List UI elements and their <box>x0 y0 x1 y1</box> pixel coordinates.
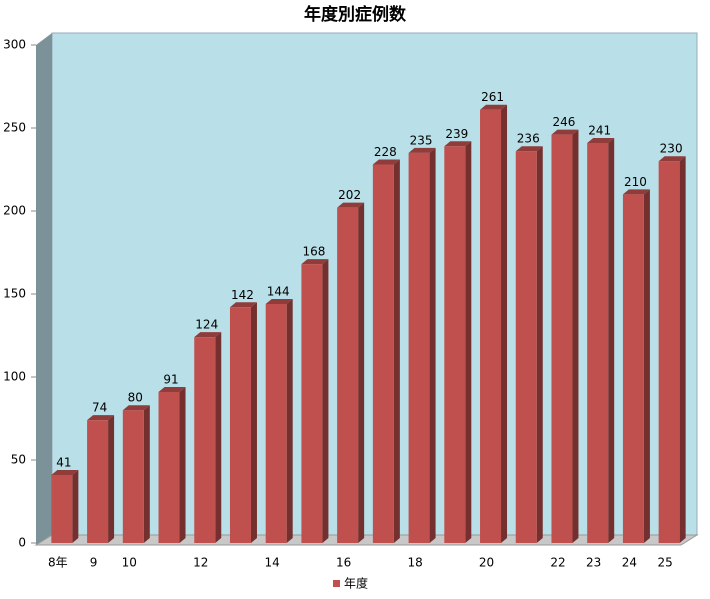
value-label: 124 <box>195 318 218 332</box>
bar <box>301 264 323 543</box>
bar-top <box>122 405 150 411</box>
value-label: 41 <box>56 455 71 469</box>
x-tick-label: 14 <box>265 556 280 570</box>
bar-top <box>265 298 293 304</box>
bar <box>229 307 251 543</box>
bar-side <box>429 147 436 543</box>
bar <box>444 146 466 543</box>
bar <box>158 391 180 543</box>
bar <box>587 142 609 543</box>
y-tick-label: 100 <box>3 370 26 384</box>
bar-top <box>372 159 400 165</box>
bar-top <box>87 415 115 421</box>
legend-swatch <box>333 580 340 587</box>
bar-side <box>179 386 186 543</box>
bar-side <box>286 298 293 543</box>
bar-side <box>608 137 615 543</box>
value-label: 235 <box>410 133 433 147</box>
y-tick-label: 50 <box>11 453 26 467</box>
bar-side <box>465 141 472 543</box>
legend-label: 年度 <box>344 576 368 591</box>
bar-side <box>536 146 543 544</box>
bar <box>622 194 644 543</box>
x-tick-label: 25 <box>657 556 672 570</box>
y-tick-label: 250 <box>3 121 26 135</box>
value-label: 228 <box>374 145 397 159</box>
bar <box>372 164 394 543</box>
bar-side <box>72 469 79 543</box>
bar-side <box>250 302 257 543</box>
bar-side <box>572 129 579 543</box>
value-label: 261 <box>481 90 504 104</box>
value-label: 144 <box>267 284 290 298</box>
value-label: 80 <box>128 391 143 405</box>
bar-side <box>215 332 222 543</box>
value-label: 91 <box>163 372 178 386</box>
x-tick-label: 24 <box>622 556 637 570</box>
bar-side <box>393 159 400 543</box>
chart-title: 年度別症例数 <box>304 4 407 25</box>
value-label: 241 <box>588 123 611 137</box>
bar <box>122 410 144 543</box>
bar-side <box>108 415 115 543</box>
x-tick-label: 10 <box>122 556 137 570</box>
value-label: 236 <box>517 132 540 146</box>
value-label: 239 <box>445 127 468 141</box>
bar-top <box>158 386 186 392</box>
value-label: 74 <box>92 401 107 415</box>
value-label: 142 <box>231 288 254 302</box>
value-label: 202 <box>338 188 361 202</box>
bar-top <box>444 141 472 147</box>
x-tick-label: 9 <box>90 556 98 570</box>
bar <box>480 109 502 544</box>
bar-top <box>194 332 222 338</box>
bar-side <box>143 405 150 543</box>
bar <box>265 303 287 543</box>
x-tick-label: 16 <box>336 556 351 570</box>
bar-top <box>337 202 365 208</box>
bar-top <box>622 189 650 195</box>
value-label: 246 <box>553 115 576 129</box>
bar <box>337 207 359 543</box>
bar <box>515 151 537 544</box>
x-tick-label: 12 <box>193 556 208 570</box>
x-tick-label: 20 <box>479 556 494 570</box>
bar-top <box>587 137 615 143</box>
bar <box>551 134 573 543</box>
bar-top <box>301 259 329 265</box>
bar-top <box>480 104 508 110</box>
bar-side <box>501 104 508 544</box>
y-tick-label: 200 <box>3 204 26 218</box>
bar <box>658 161 680 543</box>
x-tick-label: 18 <box>407 556 422 570</box>
bar-side <box>322 259 329 543</box>
bar-top <box>51 469 79 475</box>
value-label: 168 <box>302 245 325 259</box>
value-label: 230 <box>660 142 683 156</box>
y-tick-label: 0 <box>18 536 26 550</box>
bar-top <box>658 156 686 162</box>
bar <box>408 152 430 543</box>
side-wall <box>36 33 52 545</box>
bar-side <box>358 202 365 543</box>
bar-side <box>643 189 650 543</box>
x-tick-label: 23 <box>586 556 601 570</box>
bar <box>87 420 109 543</box>
bar-top <box>229 302 257 308</box>
bar-top <box>515 146 543 152</box>
bar-top <box>408 147 436 153</box>
bar-side <box>679 156 686 543</box>
value-label: 210 <box>624 175 647 189</box>
bar <box>194 337 216 543</box>
y-tick-label: 150 <box>3 287 26 301</box>
x-tick-label: 22 <box>550 556 565 570</box>
bar <box>51 474 73 543</box>
bar-top <box>551 129 579 135</box>
x-tick-label: 8年 <box>48 556 68 570</box>
y-tick-label: 300 <box>3 38 26 52</box>
